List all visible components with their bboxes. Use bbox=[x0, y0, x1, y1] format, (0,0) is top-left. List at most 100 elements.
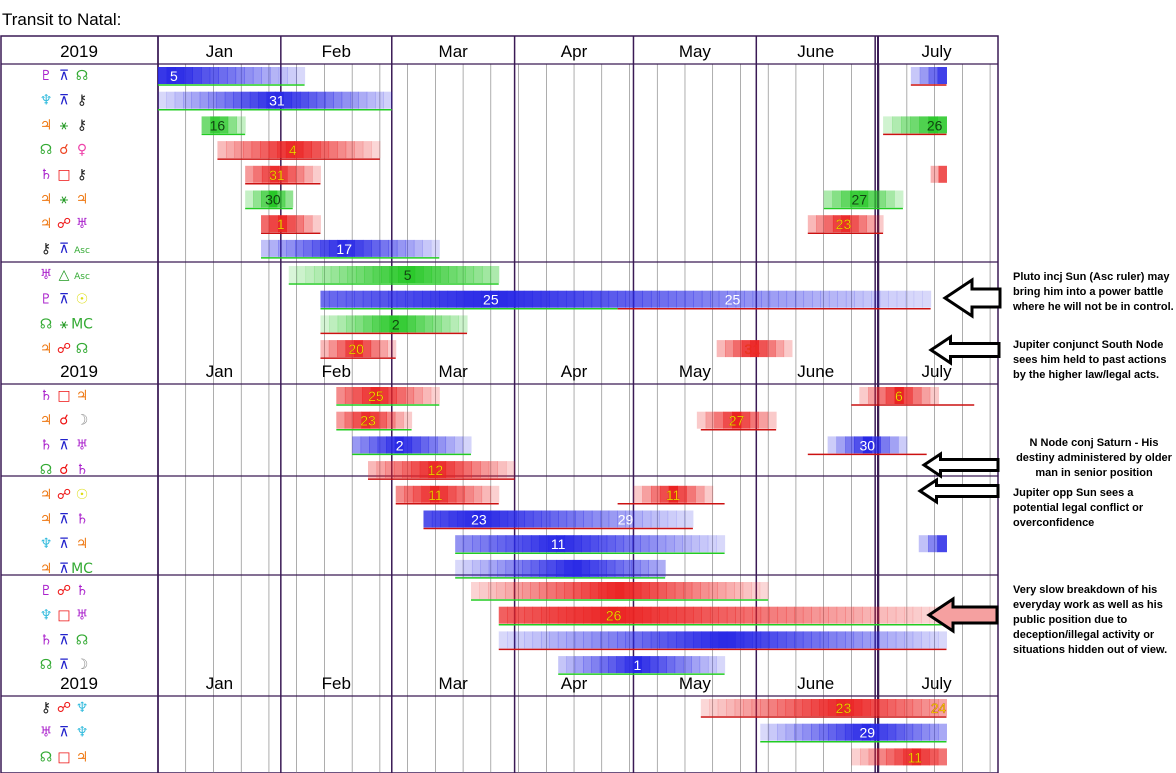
transit-bar-cell bbox=[572, 559, 582, 577]
transit-bar-cell bbox=[225, 141, 236, 159]
transit-bar-cell bbox=[362, 387, 372, 404]
transit-bar-cell bbox=[333, 91, 343, 109]
transit-bar-cell bbox=[701, 290, 711, 308]
transit-bar-cell bbox=[249, 91, 259, 109]
chart-frame bbox=[0, 35, 999, 773]
transit-bar-cell bbox=[819, 631, 829, 649]
transit-bar-cell bbox=[717, 582, 727, 599]
transit-bar-cell bbox=[505, 461, 516, 479]
transit-bar-cell bbox=[566, 290, 576, 308]
transit-bar-cell bbox=[742, 582, 752, 599]
transit-bar-cell bbox=[684, 290, 694, 308]
transit-bar-cell bbox=[735, 290, 745, 308]
transit-bar-cell bbox=[261, 239, 271, 257]
transit-bar-cell bbox=[524, 510, 534, 528]
transit-bar-cell bbox=[421, 485, 431, 503]
transit-bar-cell bbox=[557, 606, 567, 624]
transit-bar-cell bbox=[870, 631, 880, 649]
transit-bar-cell bbox=[291, 91, 301, 109]
transit-bar-cell bbox=[431, 266, 441, 283]
transit-bar-cell bbox=[591, 606, 601, 624]
transit-bar-cell bbox=[760, 631, 770, 649]
transit-bar-cell bbox=[667, 290, 677, 308]
transit-bar-cell bbox=[614, 559, 624, 577]
transit-bar-cell bbox=[674, 535, 684, 553]
transit-bar-cell bbox=[929, 699, 939, 716]
transit-bar-late-cell bbox=[849, 215, 859, 233]
transit-bar-cell bbox=[549, 631, 559, 649]
transit-bar-cell bbox=[657, 582, 667, 599]
transit-bar-cell bbox=[828, 290, 838, 308]
transit-bar-cell bbox=[566, 606, 576, 624]
transit-bar-cell bbox=[381, 266, 391, 283]
transit-bar-cell bbox=[208, 91, 217, 109]
peak-day-label: 11 bbox=[428, 487, 443, 503]
transit-bar-cell bbox=[277, 141, 287, 159]
transit-bar-cell bbox=[693, 290, 703, 308]
aspect-glyph: ⊼ bbox=[59, 561, 69, 577]
transit-bar-cell bbox=[166, 67, 176, 84]
transit-bar-late-cell bbox=[937, 116, 947, 134]
transit-bar-cell bbox=[878, 723, 888, 741]
month-label: Mar bbox=[439, 42, 469, 61]
transit-bar-cell bbox=[341, 91, 351, 109]
aspect-glyph: □ bbox=[57, 608, 70, 624]
transit-bar-cell bbox=[912, 631, 922, 649]
transit-bar-cell bbox=[505, 559, 515, 577]
transit-bar-cell bbox=[564, 559, 574, 577]
transit-bar-second-cell bbox=[705, 411, 715, 429]
transit-bar-cell bbox=[278, 239, 287, 257]
transit-bar-cell bbox=[683, 582, 693, 599]
transit-bar-cell bbox=[878, 606, 888, 624]
transit-bar-cell bbox=[819, 699, 829, 716]
transit-bar-second-cell bbox=[749, 411, 760, 429]
transit-bar-cell bbox=[504, 582, 514, 599]
transit-bar-cell bbox=[625, 606, 635, 624]
transit-bar-cell bbox=[465, 266, 475, 283]
arrow-slow-breakdown-icon bbox=[926, 596, 999, 634]
transit-bar-cell bbox=[473, 266, 483, 283]
transit-bar-cell bbox=[353, 340, 363, 358]
transit-bar-cell bbox=[870, 699, 880, 716]
transit-bar-cell bbox=[420, 436, 430, 454]
month-label: Feb bbox=[322, 362, 351, 381]
peak-day-label: 24 bbox=[931, 700, 947, 716]
peak-day-label: 29 bbox=[618, 512, 634, 528]
transit-bar-cell bbox=[625, 510, 635, 528]
transit-bar-cell bbox=[795, 290, 805, 308]
transit-bar-cell bbox=[810, 699, 820, 716]
transit-bar-cell bbox=[462, 461, 472, 479]
transit-bar-late-cell bbox=[910, 67, 921, 84]
transit-bar-cell bbox=[938, 631, 947, 649]
transit-bar-cell bbox=[497, 535, 507, 553]
transit-bar-cell bbox=[377, 436, 387, 454]
transit-bar-cell bbox=[481, 485, 491, 503]
transit-bar-cell bbox=[438, 485, 448, 503]
transit-bar-second-cell bbox=[767, 411, 777, 429]
transit-bar-second-cell bbox=[894, 387, 904, 404]
transit-bar-cell bbox=[362, 340, 372, 358]
transit-bar-extra-cell bbox=[937, 535, 947, 553]
transit-bar-extra-cell bbox=[918, 535, 929, 553]
transit-bar-extra-cell bbox=[750, 340, 760, 358]
transit-bar-cell bbox=[836, 723, 846, 741]
transit-bar-cell bbox=[532, 290, 542, 308]
transit-bar-cell bbox=[768, 723, 778, 741]
transit-bar-cell bbox=[387, 387, 397, 404]
transit-bar-cell bbox=[887, 699, 897, 716]
transit-bar-cell bbox=[480, 559, 490, 577]
transit-bar-cell bbox=[877, 748, 887, 766]
transit-bar-cell bbox=[295, 165, 305, 183]
transit-bar-cell bbox=[337, 315, 347, 333]
transit-bar-cell bbox=[312, 165, 321, 183]
transit-bar-cell bbox=[540, 290, 550, 308]
aspect-glyph: ⚷ bbox=[77, 93, 87, 109]
transit-bar-cell bbox=[513, 582, 523, 599]
transit-bar-cell bbox=[252, 67, 262, 84]
aspect-glyph: ☊ bbox=[76, 341, 88, 357]
transit-bar-cell bbox=[904, 723, 914, 741]
transit-bar-cell bbox=[488, 535, 498, 553]
transit-bar-cell bbox=[623, 582, 633, 599]
aspect-glyph: ♃ bbox=[40, 192, 53, 208]
transit-bar-cell bbox=[498, 606, 508, 624]
